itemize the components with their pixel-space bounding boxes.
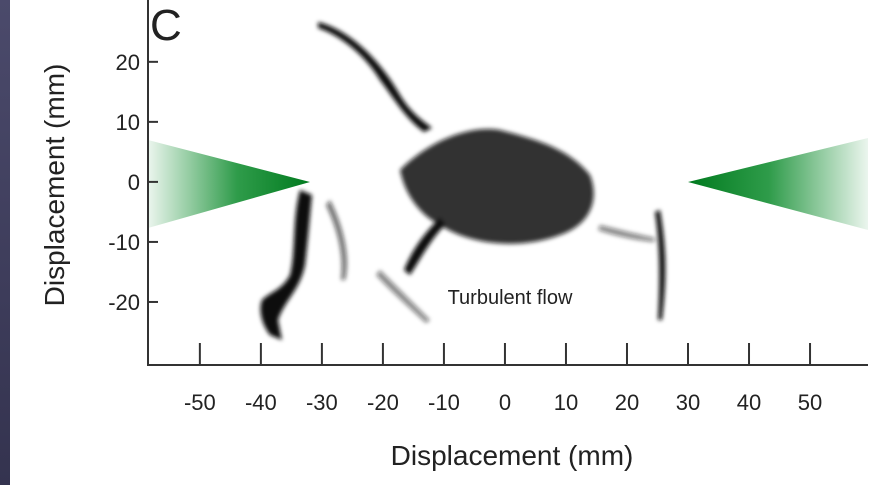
laser-cone-right — [688, 138, 868, 230]
y-tick-label: 20 — [116, 50, 140, 75]
y-tick-label: -10 — [108, 230, 140, 255]
annotation: Turbulent flow — [448, 287, 573, 309]
x-tick-label: -30 — [306, 390, 338, 415]
x-tick-label: -50 — [184, 390, 216, 415]
x-tick-label: -20 — [367, 390, 399, 415]
y-tick-label: 0 — [128, 170, 140, 195]
y-axis-label: Displacement (mm) — [39, 64, 70, 307]
x-tick-label: 20 — [615, 390, 639, 415]
y-tick-label: 10 — [116, 110, 140, 135]
x-tick-label: 0 — [499, 390, 511, 415]
x-tick-label: 50 — [798, 390, 822, 415]
x-tick-label: 10 — [554, 390, 578, 415]
laser-cone-left — [148, 140, 310, 228]
x-tick-label: 40 — [737, 390, 761, 415]
x-axis-label: Displacement (mm) — [391, 440, 634, 471]
x-tick-label: -40 — [245, 390, 277, 415]
x-tick-label: -10 — [428, 390, 460, 415]
panel-label: C — [150, 1, 182, 50]
y-tick-label: -20 — [108, 290, 140, 315]
flow-ink — [260, 22, 666, 340]
x-tick-label: 30 — [676, 390, 700, 415]
